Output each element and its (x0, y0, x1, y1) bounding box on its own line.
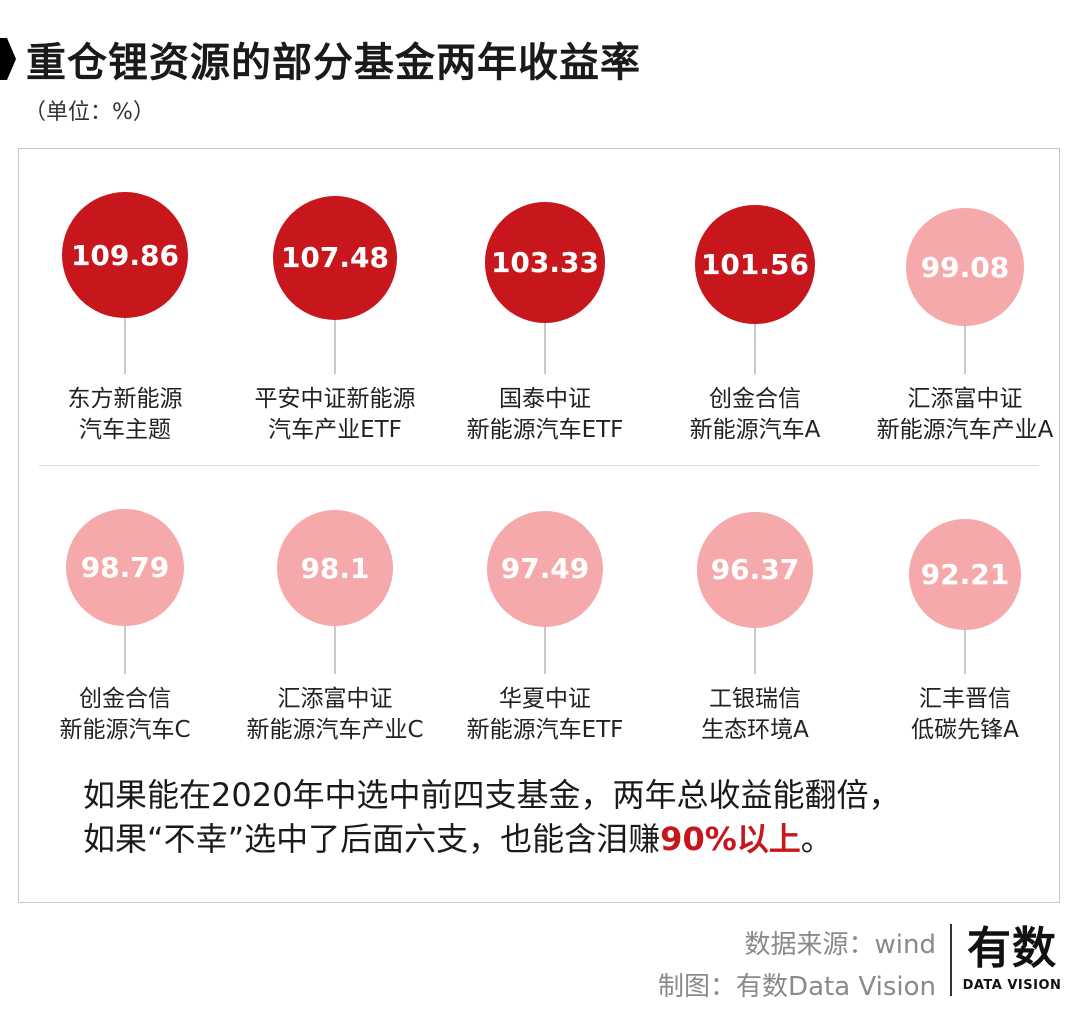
fund-name-line-2: 汽车产业ETF (268, 417, 402, 443)
logo-text-cn: 有数 (967, 923, 1057, 974)
fund-name-line-2: 低碳先锋A (911, 717, 1019, 743)
fund-name-line-1: 国泰中证 (499, 386, 591, 412)
unit-label: （单位：%） (24, 100, 155, 125)
fund-value-bubble: 101.56 (695, 204, 815, 324)
fund-name-line-2: 生态环境A (701, 717, 809, 743)
fund-item: 96.37 工银瑞信生态环境A (650, 459, 860, 759)
fund-name-line-2: 新能源汽车ETF (466, 417, 624, 443)
fund-item: 103.33 国泰中证新能源汽车ETF (440, 159, 650, 459)
brand-logo: 有数 DATA VISION (962, 922, 1062, 993)
fund-item: 101.56 创金合信新能源汽车A (650, 159, 860, 459)
note-line-1: 如果能在2020年中选中前四支基金，两年总收益能翻倍， (83, 776, 901, 814)
fund-name: 平安中证新能源 汽车产业ETF (210, 384, 460, 446)
fund-name-line-1: 汇添富中证 (277, 686, 393, 712)
fund-value-bubble: 98.1 (276, 509, 394, 627)
fund-name: 汇添富中证新能源汽车产业A (840, 384, 1080, 446)
row-divider (39, 465, 1039, 466)
fund-name-line-2: 新能源汽车ETF (466, 717, 624, 743)
note-line-2-end: 。 (800, 820, 833, 858)
fund-value-bubble: 109.86 (62, 192, 188, 319)
fund-name-line-2: 新能源汽车产业A (876, 417, 1054, 443)
fund-name-line-2: 新能源汽车A (689, 417, 821, 443)
fund-name: 东方新能源 汽车主题 (0, 384, 250, 446)
note-highlight: 90%以上 (660, 820, 801, 858)
fund-name: 汇丰晋信低碳先锋A (840, 684, 1080, 746)
note-line-2-text: 如果“不幸”选中了后面六支，也能含泪赚 (83, 820, 661, 858)
note-line-2: 如果“不幸”选中了后面六支，也能含泪赚90%以上。 (83, 817, 1043, 861)
fund-value-bubble: 99.08 (906, 208, 1024, 326)
chart-credit: 制图：有数Data Vision (658, 972, 936, 1002)
logo-text-en: DATA VISION (962, 978, 1062, 993)
fund-name-line-1: 创金合信 (709, 386, 801, 412)
fund-name-line-1: 东方新能源 (67, 386, 183, 412)
fund-name: 创金合信新能源汽车C (0, 684, 250, 746)
logo-separator (950, 924, 952, 996)
footer-credits: 数据来源：wind 制图：有数Data Vision (658, 924, 936, 1008)
fund-name-line-1: 华夏中证 (499, 686, 591, 712)
fund-name-line-2: 新能源汽车产业C (246, 717, 424, 743)
chart-panel: 109.86 东方新能源 汽车主题 107.48 平安中证新能源 汽车产业ETF 103.3… (18, 148, 1060, 903)
fund-value-bubble: 103.33 (484, 202, 606, 323)
fund-name-line-1: 工银瑞信 (709, 686, 801, 712)
fund-item: 98.1 汇添富中证新能源汽车产业C (230, 459, 440, 759)
fund-name-line-1: 汇丰晋信 (919, 686, 1011, 712)
fund-value-bubble: 107.48 (273, 195, 397, 320)
fund-name: 创金合信新能源汽车A (630, 384, 880, 446)
summary-note: 如果能在2020年中选中前四支基金，两年总收益能翻倍， 如果“不幸”选中了后面六… (83, 773, 1043, 861)
fund-item: 107.48 平安中证新能源 汽车产业ETF (230, 159, 440, 459)
fund-value-bubble: 92.21 (909, 518, 1021, 631)
fund-item: 98.79 创金合信新能源汽车C (20, 459, 230, 759)
fund-item: 92.21 汇丰晋信低碳先锋A (860, 459, 1070, 759)
fund-value-bubble: 98.79 (66, 508, 184, 626)
fund-value-bubble: 96.37 (697, 512, 813, 628)
chart-title: 重仓锂资源的部分基金两年收益率 (26, 40, 641, 86)
fund-name-line-1: 平安中证新能源 (254, 386, 416, 412)
fund-name: 工银瑞信生态环境A (630, 684, 880, 746)
fund-name-line-2: 汽车主题 (79, 417, 171, 443)
data-source: 数据来源：wind (744, 930, 936, 960)
title-marker (0, 38, 16, 80)
fund-name: 华夏中证新能源汽车ETF (420, 684, 670, 746)
fund-name: 国泰中证新能源汽车ETF (420, 384, 670, 446)
fund-name-line-1: 创金合信 (79, 686, 171, 712)
fund-item: 99.08 汇添富中证新能源汽车产业A (860, 159, 1070, 459)
fund-item: 109.86 东方新能源汽车主题 (20, 159, 230, 459)
fund-name-line-2: 新能源汽车C (59, 717, 191, 743)
fund-name-line-1: 汇添富中证 (907, 386, 1023, 412)
fund-item: 97.49 华夏中证新能源汽车ETF (440, 459, 650, 759)
fund-value-bubble: 97.49 (487, 510, 603, 627)
fund-name: 汇添富中证新能源汽车产业C (210, 684, 460, 746)
